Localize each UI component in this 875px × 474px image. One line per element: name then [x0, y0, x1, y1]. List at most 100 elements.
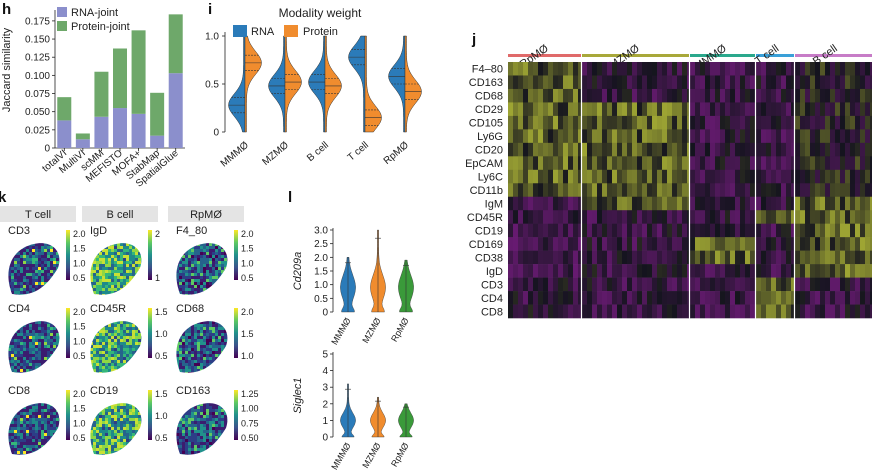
k-map-pixel: [108, 424, 111, 427]
k-map-pixel: [114, 243, 117, 246]
k-map-pixel: [221, 240, 224, 243]
j-heatmap-cell: [578, 277, 581, 292]
k-map-pixel: [138, 288, 141, 291]
k-map-pixel: [5, 294, 8, 297]
k-map-pixel: [123, 375, 126, 378]
j-heatmap-cell: [607, 210, 612, 224]
k-map-pixel: [87, 375, 90, 378]
j-heatmap-cell: [642, 75, 647, 90]
j-heatmap-cell: [682, 196, 687, 211]
k-map-pixel: [2, 409, 5, 412]
j-heatmap-cell: [761, 115, 766, 130]
k-map-pixel: [56, 321, 59, 324]
k-map-pixel: [111, 282, 114, 285]
j-heatmap-cell: [528, 102, 533, 117]
k-map-pixel: [2, 418, 5, 421]
j-heatmap-cell: [820, 291, 825, 305]
k-map-pixel: [111, 288, 114, 291]
h-bar-rna-joint-scmm: [94, 116, 109, 148]
j-heatmap-cell: [870, 250, 872, 265]
k-map-pixel: [215, 282, 218, 285]
j-heatmap-cell: [682, 223, 687, 238]
k-map-pixel: [230, 372, 233, 375]
k-map-pixel: [17, 357, 20, 360]
j-heatmap-cell: [865, 291, 870, 305]
j-heatmap-cell: [647, 88, 652, 103]
k-map-pixel: [132, 261, 135, 264]
j-heatmap-cell: [825, 237, 830, 251]
k-map-pixel: [212, 321, 215, 324]
j-heatmap-cell: [725, 88, 730, 103]
j-heatmap-cell: [617, 183, 622, 198]
k-map-pixel: [123, 357, 126, 360]
k-map-pixel: [38, 430, 41, 433]
k-map-pixel: [200, 336, 203, 339]
j-heatmap-cell: [617, 291, 622, 305]
k-map-pixel: [93, 264, 96, 267]
j-heatmap-cell: [627, 291, 632, 305]
k-map-pixel: [93, 321, 96, 324]
k-map-pixel: [197, 354, 200, 357]
k-map-pixel: [47, 357, 50, 360]
k-map-pixel: [93, 345, 96, 348]
k-map-pixel: [111, 336, 114, 339]
j-heatmap-cell: [800, 304, 805, 319]
k-map-pixel: [141, 372, 142, 373]
k-map-pixel: [8, 430, 11, 433]
k-map-pixel: [87, 351, 90, 354]
k-map-pixel: [41, 375, 44, 378]
k-map-pixel: [65, 451, 68, 454]
k-map-pixel: [17, 318, 20, 321]
k-map-pixel: [221, 336, 224, 339]
k-map-pixel: [47, 442, 50, 445]
j-heatmap-cell: [563, 183, 568, 198]
k-map-pixel: [14, 415, 17, 418]
k-map-pixel: [123, 348, 126, 351]
k-map-pixel: [126, 421, 129, 424]
k-map-pixel: [62, 363, 65, 366]
k-map-pixel: [93, 409, 96, 412]
j-heatmap-cell: [513, 142, 518, 157]
j-heatmap-cell: [533, 304, 538, 319]
k-map-pixel: [35, 285, 38, 288]
k-map-pixel: [105, 270, 108, 273]
j-heatmap-cell: [632, 129, 637, 144]
k-map-pixel: [191, 279, 194, 282]
k-map-pixel: [50, 445, 53, 448]
k-map-pixel: [224, 252, 227, 255]
k-map-pixel: [87, 243, 90, 246]
k-map-pixel: [212, 351, 215, 354]
k-map-pixel: [132, 273, 135, 276]
k-map-pixel: [44, 285, 47, 288]
k-map-pixel: [20, 288, 23, 291]
j-group-bar-mzm: [582, 54, 689, 57]
k-map-pixel: [117, 279, 120, 282]
j-heatmap-cell: [682, 115, 687, 130]
j-heatmap-cell: [682, 156, 687, 171]
k-map-pixel: [197, 261, 200, 264]
k-map-pixel: [132, 264, 135, 267]
j-heatmap-cell: [695, 142, 700, 157]
j-heatmap-cell: [766, 250, 771, 265]
k-map-pixel: [179, 258, 182, 261]
j-heatmap-cell: [672, 102, 677, 117]
k-map-pixel: [105, 288, 108, 291]
k-map-pixel: [194, 243, 197, 246]
k-map-pixel: [182, 336, 185, 339]
j-heatmap-cell: [642, 102, 647, 117]
k-map-pixel: [62, 282, 65, 285]
i-legend: RNA Protein: [233, 25, 338, 38]
k-map-pixel: [59, 357, 60, 360]
k-map-pixel: [188, 333, 191, 336]
i-violin-protein-bcell: [324, 35, 342, 133]
k-map-pixel: [41, 357, 44, 360]
k-map-pixel: [173, 369, 176, 372]
j-heatmap-cell: [682, 291, 687, 305]
k-map-pixel: [147, 285, 150, 288]
k-map-pixel: [108, 366, 111, 369]
j-heatmap-cell: [845, 75, 850, 90]
j-heatmap-cell: [597, 102, 602, 117]
k-map-pixel: [176, 291, 179, 294]
k-map-pixel: [2, 345, 5, 348]
j-heatmap-cell: [667, 88, 672, 103]
